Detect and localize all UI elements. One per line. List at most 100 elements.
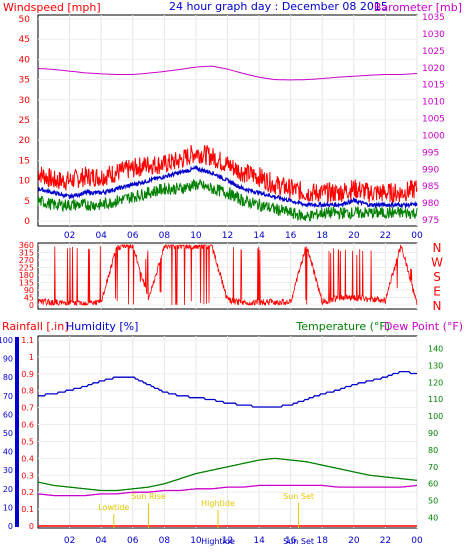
dewpoint-series-line (37, 484, 418, 497)
rain-x-tick-label: 06 (127, 536, 139, 546)
rainfall-axis-title: Rainfall [.in] (2, 320, 69, 333)
rainfall-tick-label: 0.4 (21, 454, 34, 463)
wind-x-tick-label: 16 (285, 231, 297, 241)
humidity-tick-label: 10 (3, 503, 13, 512)
windspeed-ticks: 0 5 10 15 20 25 30 35 40 45 50 (19, 15, 31, 227)
humidity-axis-bar (15, 337, 19, 527)
humidity-tick-label: 100 (0, 336, 13, 345)
temperature-axis-title: Temperature (°F) (295, 320, 390, 333)
wind-x-tick-label: 22 (380, 231, 391, 241)
humidity-tick-label: 80 (3, 373, 13, 382)
barometer-tick-label: 980 (422, 199, 439, 209)
direction-degree-label: 0 (29, 301, 34, 310)
wind-x-tick-label: 14 (253, 231, 265, 241)
barometer-tick-label: 1030 (422, 30, 445, 40)
windspeed-tick-label: 50 (19, 15, 31, 25)
temperature-tick-label: 80 (428, 446, 438, 455)
low_wind-series-line (37, 178, 418, 222)
annotation-label: Sun Set (283, 492, 314, 501)
temperature-tick-label: 90 (428, 429, 438, 438)
wind-x-tick-label: 06 (127, 231, 139, 241)
windspeed-tick-label: 25 (19, 116, 30, 126)
temperature-tick-label: 120 (428, 378, 443, 387)
humidity-tick-label: 50 (3, 429, 13, 438)
temperature-tick-label: 100 (428, 412, 443, 421)
barometer-tick-label: 995 (422, 148, 439, 158)
temperature-ticks: 40 50 60 70 80 90 100 110 120 130 140 (428, 344, 443, 522)
barometer-tick-label: 1005 (422, 115, 445, 125)
barometer-tick-label: 1010 (422, 98, 445, 108)
bottom-marker-label: Hightide (201, 537, 235, 546)
graph-title: 24 hour graph day : December 08 2015 (169, 0, 388, 13)
temperature-tick-label: 50 (428, 497, 438, 506)
wind-series (37, 65, 418, 222)
rain-x-tick-label: 14 (253, 536, 265, 546)
rainfall-tick-label: 0.7 (21, 404, 34, 413)
rain-x-tick-label: 16 (285, 536, 297, 546)
annotation-label: Lowtide (98, 503, 129, 512)
direction-degree-label: 315 (19, 249, 34, 258)
compass-label: E (433, 285, 441, 299)
temperature-tick-label: 40 (428, 514, 438, 523)
direction-degree-label: 90 (24, 286, 34, 295)
windspeed-tick-label: 40 (19, 55, 31, 65)
rain-x-tick-label: 10 (190, 536, 202, 546)
rain-x-tick-label: 20 (348, 536, 360, 546)
direction-degree-label: 270 (19, 256, 34, 265)
wind-x-tick-label: 08 (159, 231, 171, 241)
wind-x-tick-label: 04 (95, 231, 107, 241)
temperature-tick-label: 110 (428, 395, 443, 404)
humidity-tick-label: 60 (3, 410, 13, 419)
windspeed-tick-label: 20 (19, 136, 31, 146)
rainfall-tick-label: 0 (29, 522, 34, 531)
barometer-tick-label: 975 (422, 216, 439, 226)
rain-x-tick-label: 18 (317, 536, 329, 546)
barometer-tick-label: 1000 (422, 131, 445, 141)
compass-label: N (433, 241, 442, 255)
gust-series-line (37, 145, 418, 203)
direction-degree-label: 45 (24, 294, 34, 303)
direction-degree-label: 360 (19, 241, 34, 250)
humidity-tick-label: 20 (3, 485, 13, 494)
barometer-tick-label: 1035 (422, 13, 445, 23)
humidity-ticks: 0 10 20 30 40 50 60 70 80 90 100 (0, 336, 13, 531)
rainfall-tick-label: 1 (29, 353, 34, 362)
wind-x-tick-label: 20 (348, 231, 360, 241)
windspeed-tick-label: 30 (19, 96, 31, 106)
direction-series (37, 243, 418, 307)
compass-label: W (431, 256, 443, 270)
humidity-tick-label: 90 (3, 355, 13, 364)
humidity-tick-label: 40 (3, 448, 13, 457)
temperature-tick-label: 70 (428, 463, 438, 472)
humidity-tick-label: 30 (3, 466, 13, 475)
rain-x-tick-label: 22 (380, 536, 391, 546)
temperature-tick-label: 60 (428, 480, 438, 489)
direction-degree-label: 135 (19, 279, 34, 288)
barometer-tick-label: 1025 (422, 47, 445, 57)
barometer-axis-title: Barometer [mb] (374, 1, 462, 14)
barometer-series-line (37, 65, 418, 81)
rainfall-tick-label: 0.6 (21, 421, 34, 430)
humidity-tick-label: 70 (3, 392, 13, 401)
compass-label: S (433, 270, 441, 284)
rainfall-tick-label: 0.1 (21, 505, 34, 514)
rain-x-tick-label: 08 (159, 536, 171, 546)
rain-x-tick-label: 12 (222, 536, 233, 546)
temperature-tick-label: 140 (428, 344, 443, 353)
humidity-tick-label: 0 (8, 522, 13, 531)
wind-x-tick-label: 12 (222, 231, 233, 241)
temperature-tick-label: 130 (428, 361, 443, 370)
bottom-marker-label: Sun Set (283, 537, 314, 546)
humidity-axis-title: Humidity [%] (66, 320, 138, 333)
windspeed-tick-label: 10 (19, 177, 31, 187)
windspeed-tick-label: 45 (19, 35, 30, 45)
wind-x-tick-label: 00 (411, 231, 423, 241)
compass-label: N (433, 299, 442, 313)
rain-x-tick-label: 00 (411, 536, 423, 546)
direction-series-line (37, 243, 418, 307)
rainfall-tick-label: 0.9 (21, 370, 34, 379)
